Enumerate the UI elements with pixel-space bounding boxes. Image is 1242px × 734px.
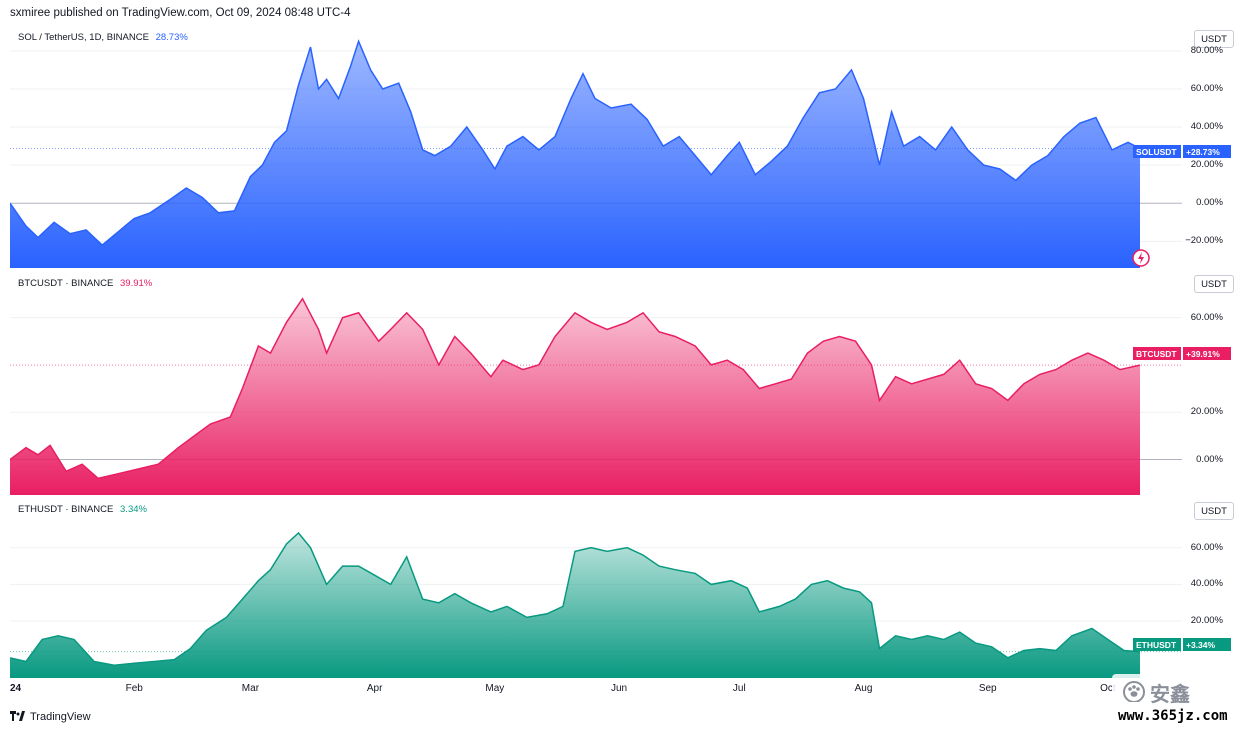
watermark-name: 安鑫 bbox=[1150, 684, 1190, 706]
time-tick-label: May bbox=[485, 683, 505, 694]
sol-currency-button[interactable]: USDT bbox=[1194, 30, 1234, 48]
eth-area-chart bbox=[10, 531, 1182, 678]
btcusdt-area-fill bbox=[10, 298, 1140, 495]
btc-pane[interactable]: BTCUSDT · BINANCE 39.91% bbox=[10, 275, 1182, 495]
publisher-header: sxmiree published on TradingView.com, Oc… bbox=[10, 7, 351, 19]
time-axis[interactable]: 24 Feb Mar Apr May Jun Jul Aug Sep Oct bbox=[10, 683, 1182, 697]
ethusdt-area-fill bbox=[10, 533, 1140, 678]
eth-change-label: 3.34% bbox=[120, 504, 147, 515]
time-tick-label: Aug bbox=[854, 683, 873, 694]
price-tick-label: 20.00% bbox=[1190, 615, 1223, 627]
time-tick-label: Sep bbox=[978, 683, 997, 694]
price-tick-label: 40.00% bbox=[1190, 578, 1223, 590]
tradingview-footer: TradingView bbox=[10, 711, 91, 723]
btcusdt-line bbox=[10, 297, 1141, 480]
price-tick-label: 0.00% bbox=[1196, 197, 1223, 209]
eth-legend: ETHUSDT · BINANCE 3.34% bbox=[18, 504, 147, 515]
btc-area-chart bbox=[10, 297, 1182, 495]
btc-change-label: 39.91% bbox=[120, 278, 153, 289]
eth-currency-button[interactable]: USDT bbox=[1194, 502, 1234, 520]
btc-currency-button[interactable]: USDT bbox=[1194, 275, 1234, 293]
eth-symbol-badge: ETHUSDT bbox=[1133, 638, 1181, 651]
price-tick-label: 60.00% bbox=[1190, 82, 1223, 94]
btc-value-badge: +39.91% bbox=[1183, 347, 1231, 360]
price-tick-label: 0.00% bbox=[1196, 453, 1223, 465]
price-tick-label: 60.00% bbox=[1190, 541, 1223, 553]
time-tick-label: Oct bbox=[1100, 683, 1116, 694]
sol-price-scale[interactable]: 80.00% 60.00% 40.00% 20.00% 0.00% −20.00% bbox=[1182, 28, 1242, 268]
time-tick-label: Mar bbox=[241, 683, 260, 694]
btc-symbol-label: BTCUSDT · BINANCE bbox=[18, 278, 114, 289]
ethusdt-line bbox=[10, 531, 1141, 666]
sol-symbol-label: SOL / TetherUS, 1D, BINANCE bbox=[18, 32, 149, 43]
sol-area-chart bbox=[10, 39, 1182, 268]
price-tick-label: 40.00% bbox=[1190, 121, 1223, 133]
site-watermark: 安鑫 www.365jz.com bbox=[1112, 674, 1240, 730]
time-tick-label: Feb bbox=[125, 683, 143, 694]
solusdt-area-fill bbox=[10, 41, 1140, 268]
watermark-site: www.365jz.com bbox=[1118, 708, 1228, 724]
time-tick-label: 24 bbox=[10, 683, 22, 694]
time-tick-label: Jun bbox=[611, 683, 628, 694]
tradingview-logo-icon bbox=[10, 711, 25, 721]
btc-symbol-badge: BTCUSDT bbox=[1133, 347, 1181, 360]
time-tick-label: Jul bbox=[732, 683, 746, 694]
eth-pane[interactable]: ETHUSDT · BINANCE 3.34% bbox=[10, 500, 1182, 678]
price-tick-label: 20.00% bbox=[1190, 406, 1223, 418]
sol-value-badge: +28.73% bbox=[1183, 145, 1231, 158]
price-tick-label: 80.00% bbox=[1190, 44, 1223, 56]
lightning-icon[interactable] bbox=[1131, 248, 1151, 268]
tradingview-brand: TradingView bbox=[30, 711, 91, 723]
paw-icon bbox=[1123, 681, 1145, 702]
price-tick-label: 60.00% bbox=[1190, 311, 1223, 323]
solusdt-line bbox=[10, 39, 1141, 247]
time-tick-label: Apr bbox=[366, 683, 383, 694]
eth-symbol-label: ETHUSDT · BINANCE bbox=[18, 504, 114, 515]
eth-value-badge: +3.34% bbox=[1183, 638, 1231, 651]
sol-symbol-badge: SOLUSDT bbox=[1133, 145, 1181, 158]
sol-change-label: 28.73% bbox=[155, 32, 188, 43]
price-tick-label: −20.00% bbox=[1185, 235, 1223, 247]
btc-legend: BTCUSDT · BINANCE 39.91% bbox=[18, 278, 152, 289]
eth-price-scale[interactable]: 60.00% 40.00% 20.00% bbox=[1182, 500, 1242, 678]
sol-pane[interactable]: SOL / TetherUS, 1D, BINANCE 28.73% bbox=[10, 28, 1182, 268]
sol-legend: SOL / TetherUS, 1D, BINANCE 28.73% bbox=[18, 32, 188, 43]
price-tick-label: 20.00% bbox=[1190, 159, 1223, 171]
btc-price-scale[interactable]: 60.00% 20.00% 0.00% bbox=[1182, 275, 1242, 495]
